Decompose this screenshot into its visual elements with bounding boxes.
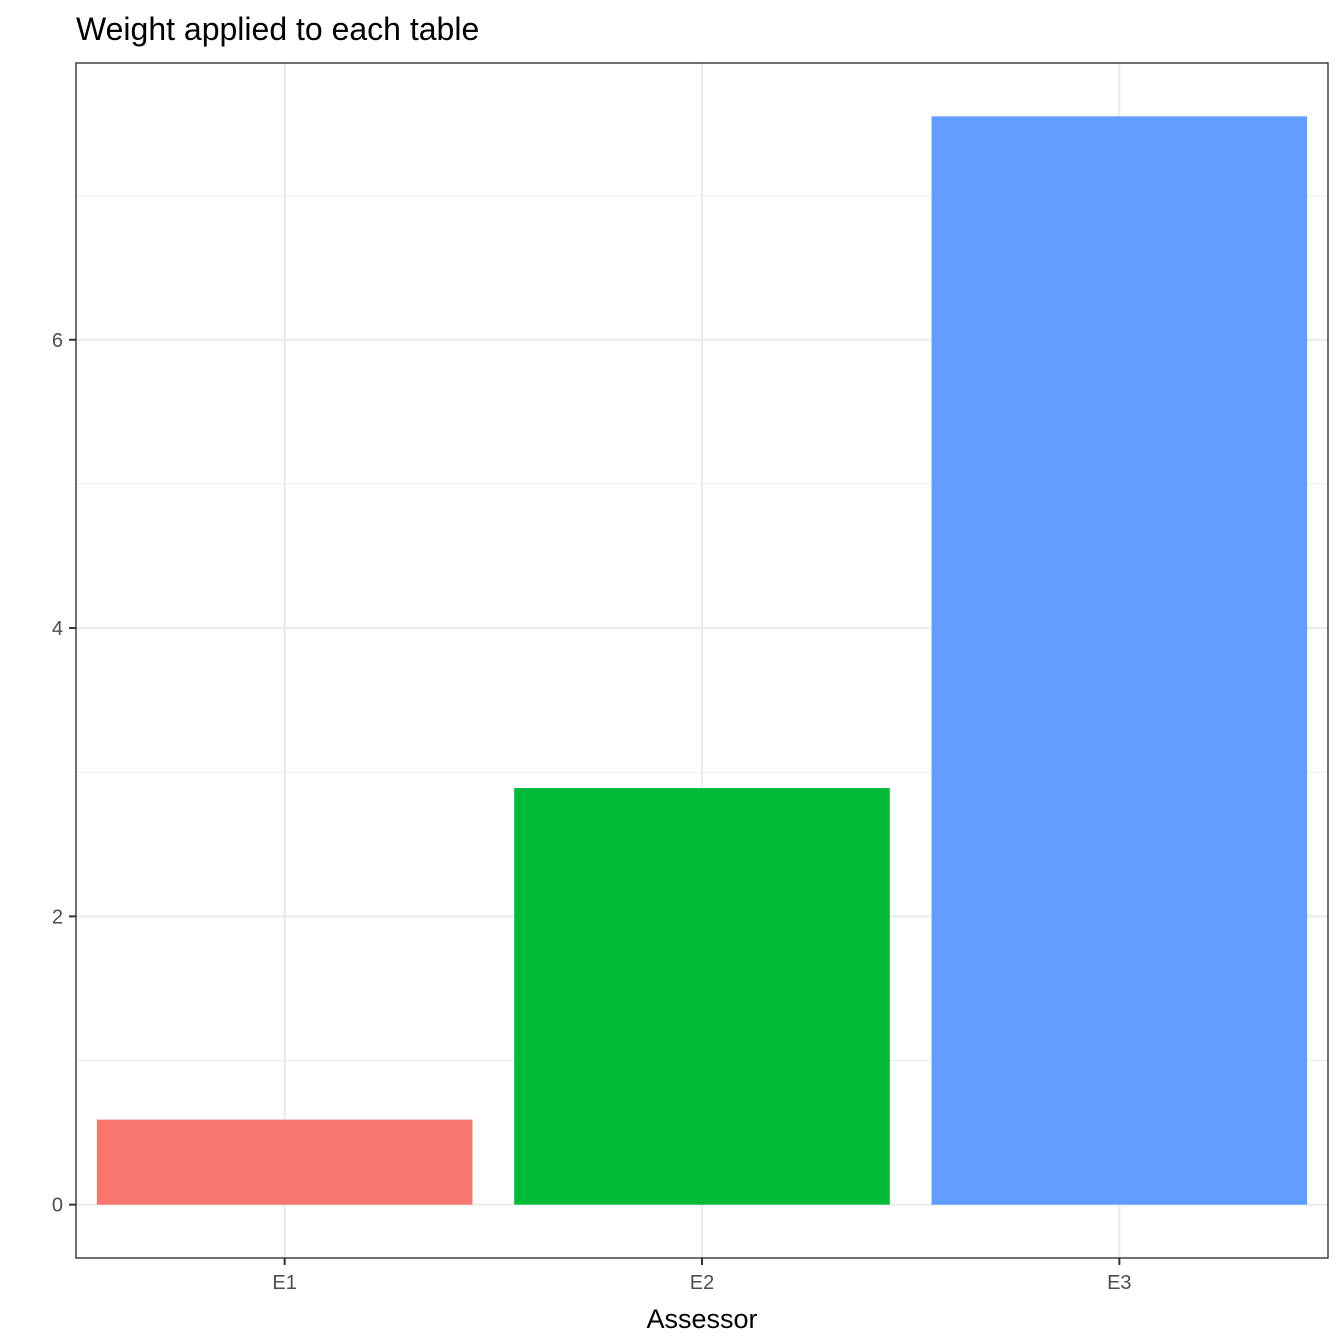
chart-title: Weight applied to each table bbox=[76, 11, 479, 47]
x-tick-label: E1 bbox=[272, 1272, 296, 1294]
x-axis-label: Assessor bbox=[646, 1304, 757, 1334]
bar-e1 bbox=[96, 1119, 473, 1205]
bar-e3 bbox=[931, 116, 1308, 1205]
bars bbox=[96, 116, 1308, 1205]
x-tick-label: E3 bbox=[1107, 1272, 1131, 1294]
y-tick-label: 6 bbox=[52, 330, 63, 352]
x-tick-label: E2 bbox=[690, 1272, 714, 1294]
y-axis: 0 2 4 6 bbox=[52, 330, 76, 1217]
y-tick-label: 2 bbox=[52, 906, 63, 928]
bar-e2 bbox=[514, 788, 890, 1205]
y-tick-label: 4 bbox=[52, 618, 63, 640]
x-axis: E1 E2 E3 bbox=[272, 1258, 1132, 1294]
y-tick-label: 0 bbox=[52, 1195, 63, 1217]
